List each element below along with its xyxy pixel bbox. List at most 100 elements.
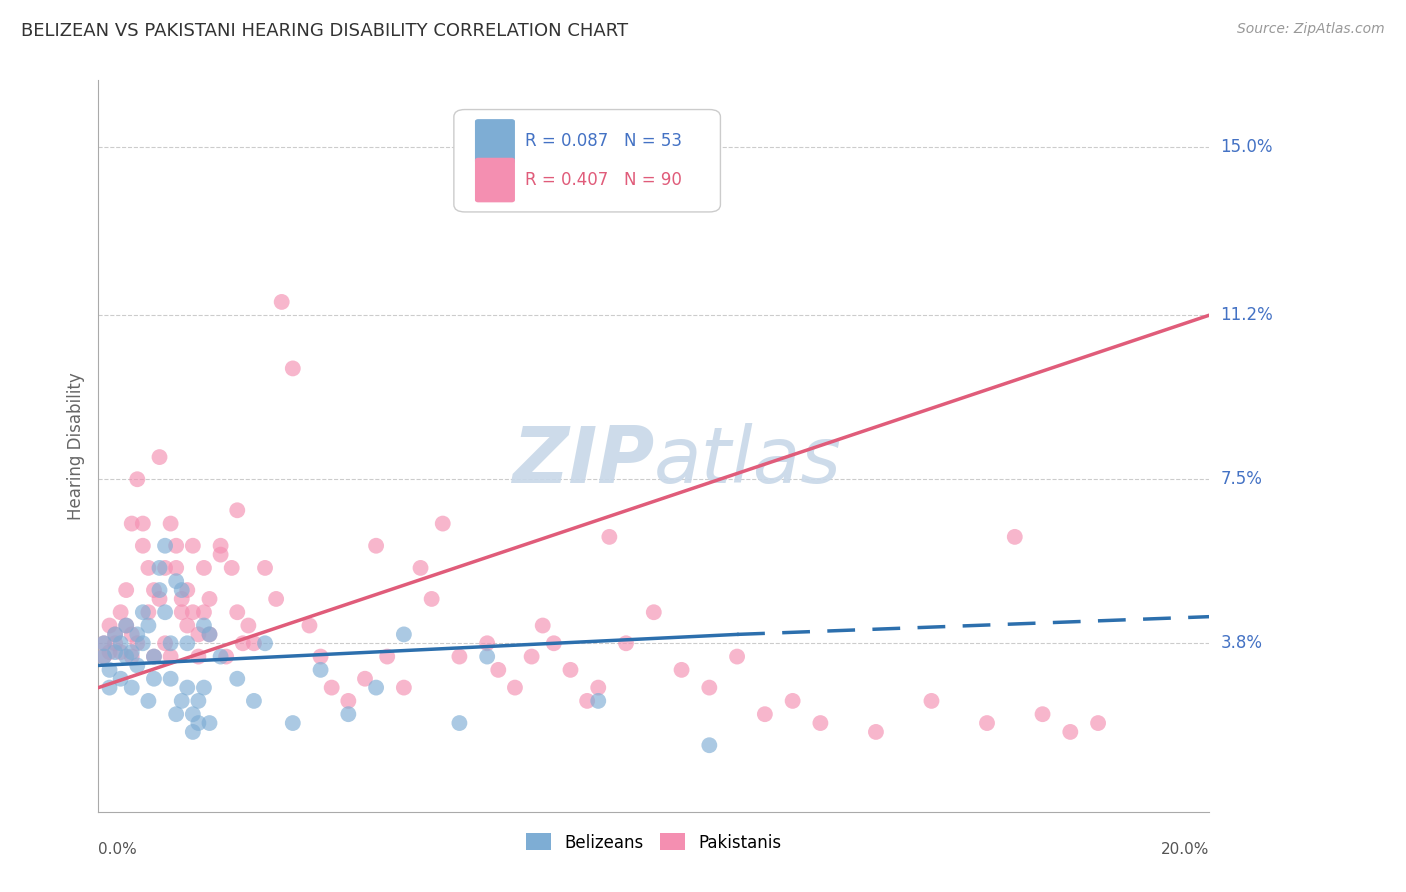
Point (165, 561, 187, 575)
Legend: Belizeans, Pakistanis: Belizeans, Pakistanis (519, 827, 789, 858)
Point (253, 561, 276, 575)
Point (354, 672, 377, 686)
Point (614, 636, 637, 650)
Point (93, 649, 115, 664)
Point (127, 636, 149, 650)
Point (121, 627, 143, 641)
FancyBboxPatch shape (475, 120, 515, 164)
Point (170, 605, 193, 619)
Point (243, 694, 266, 708)
Point (671, 663, 693, 677)
Point (375, 649, 398, 664)
Point (153, 605, 176, 619)
Point (127, 472, 149, 486)
Point (98, 618, 121, 632)
Point (170, 694, 193, 708)
Point (148, 583, 170, 598)
Point (159, 672, 181, 686)
Point (226, 503, 249, 517)
Point (226, 672, 249, 686)
Text: 11.2%: 11.2% (1220, 306, 1272, 324)
Point (181, 605, 204, 619)
Point (170, 591, 193, 606)
Text: Source: ZipAtlas.com: Source: ZipAtlas.com (1237, 22, 1385, 37)
Point (93, 636, 115, 650)
Point (115, 618, 138, 632)
Point (132, 539, 155, 553)
Point (588, 681, 610, 695)
Point (143, 649, 166, 664)
Point (193, 618, 215, 632)
Point (209, 548, 232, 562)
Point (104, 636, 127, 650)
Point (138, 605, 160, 619)
Point (104, 627, 127, 641)
Text: R = 0.407   N = 90: R = 0.407 N = 90 (524, 171, 682, 189)
Point (159, 636, 181, 650)
Point (98, 645, 121, 659)
Point (138, 694, 160, 708)
Text: 3.8%: 3.8% (1220, 634, 1263, 652)
Point (392, 627, 415, 641)
Point (181, 707, 204, 722)
Point (110, 605, 132, 619)
Point (115, 649, 138, 664)
Point (1059, 725, 1081, 739)
Point (264, 591, 287, 606)
Point (93, 649, 115, 664)
Point (560, 663, 582, 677)
Point (93, 636, 115, 650)
Point (420, 591, 443, 606)
Point (392, 681, 415, 695)
Point (209, 539, 232, 553)
Point (121, 516, 143, 531)
Point (754, 707, 776, 722)
Text: BELIZEAN VS PAKISTANI HEARING DISABILITY CORRELATION CHART: BELIZEAN VS PAKISTANI HEARING DISABILITY… (21, 22, 628, 40)
Point (110, 645, 132, 659)
Point (298, 618, 321, 632)
Point (121, 645, 143, 659)
Point (187, 649, 209, 664)
Point (138, 561, 160, 575)
Point (486, 663, 509, 677)
Point (170, 583, 193, 598)
Text: R = 0.087   N = 53: R = 0.087 N = 53 (524, 132, 682, 151)
Point (449, 716, 471, 731)
Point (337, 694, 360, 708)
Point (143, 583, 166, 598)
Point (110, 672, 132, 686)
Point (153, 561, 176, 575)
Point (782, 694, 804, 708)
FancyBboxPatch shape (454, 110, 720, 212)
Point (127, 627, 149, 641)
Point (198, 716, 221, 731)
Point (270, 294, 292, 309)
Point (475, 649, 499, 664)
Point (148, 561, 170, 575)
Point (366, 681, 388, 695)
Point (181, 725, 204, 739)
Point (176, 618, 198, 632)
Point (193, 681, 215, 695)
Y-axis label: Hearing Disability: Hearing Disability (66, 372, 84, 520)
Point (699, 681, 721, 695)
Point (115, 618, 138, 632)
Point (503, 681, 526, 695)
Point (165, 539, 187, 553)
Point (104, 627, 127, 641)
Point (110, 636, 132, 650)
Point (176, 636, 198, 650)
Point (127, 658, 149, 673)
Point (198, 591, 221, 606)
Point (337, 707, 360, 722)
Point (643, 605, 665, 619)
Point (153, 539, 176, 553)
Point (132, 516, 155, 531)
Point (588, 694, 610, 708)
Point (176, 583, 198, 598)
Point (143, 649, 166, 664)
Point (232, 636, 254, 650)
Text: ZIP: ZIP (512, 423, 654, 499)
Point (321, 681, 343, 695)
Point (810, 716, 832, 731)
